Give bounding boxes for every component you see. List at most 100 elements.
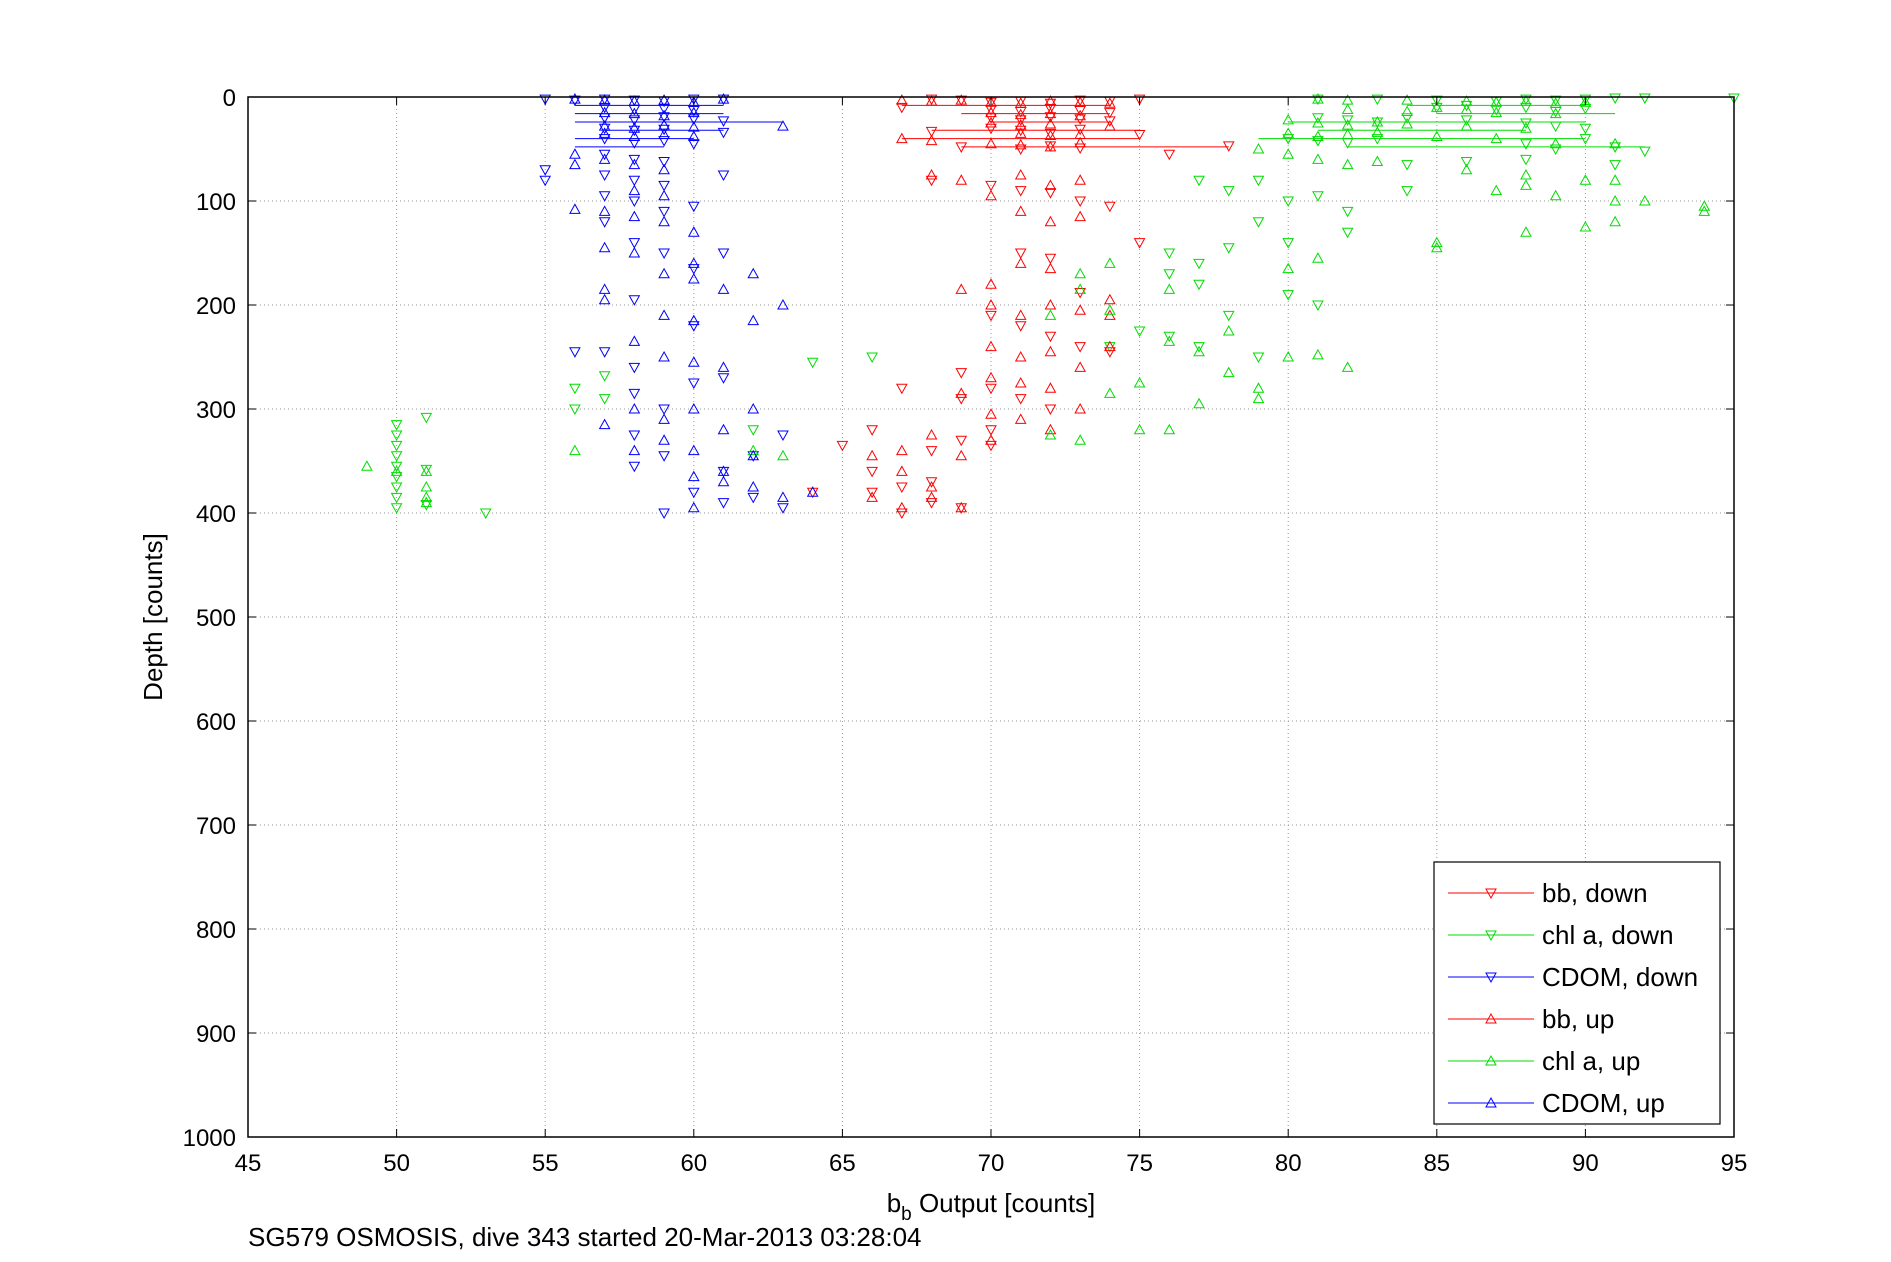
data-point [1014, 168, 1027, 180]
data-point [1014, 413, 1027, 424]
data-point [390, 420, 403, 431]
data-point [1074, 361, 1087, 372]
data-point [747, 444, 760, 456]
data-point [1460, 163, 1473, 175]
data-point [687, 257, 700, 268]
data-point [628, 388, 641, 400]
data-point [1193, 279, 1205, 291]
legend-entry: chl a, up [1542, 1046, 1640, 1076]
data-point [717, 283, 730, 294]
data-point [866, 487, 878, 499]
data-point [1401, 113, 1413, 124]
data-point [569, 383, 581, 395]
data-point [717, 361, 730, 372]
data-point [985, 96, 997, 107]
data-point [390, 472, 403, 483]
data-point [1222, 243, 1235, 254]
data-point [1104, 387, 1116, 398]
data-point [658, 350, 670, 362]
x-tick-label: 70 [978, 1150, 1005, 1177]
data-point [1014, 321, 1027, 332]
data-point [1371, 126, 1384, 137]
data-point [1044, 298, 1057, 310]
data-point [658, 215, 670, 227]
data-point [895, 465, 908, 476]
data-point [1490, 104, 1503, 116]
data-point [390, 461, 403, 473]
data-point [598, 347, 611, 358]
data-point [658, 413, 670, 424]
data-point [628, 246, 641, 258]
data-point [1074, 95, 1087, 107]
data-point [1341, 206, 1354, 218]
data-point [1401, 94, 1413, 105]
data-point [628, 184, 641, 196]
data-point [1074, 196, 1087, 208]
data-point [390, 492, 403, 504]
data-point [1312, 348, 1324, 360]
data-point [1282, 196, 1295, 208]
data-point [1549, 95, 1562, 107]
data-point [1163, 248, 1176, 260]
data-point [717, 248, 730, 260]
data-point [1074, 136, 1087, 148]
data-point [777, 503, 789, 514]
data-point [539, 165, 552, 176]
data-point [658, 163, 670, 175]
data-point [628, 130, 641, 142]
y-axis-label: Depth [counts] [138, 533, 168, 701]
x-tick-label: 85 [1423, 1150, 1450, 1177]
data-point [925, 95, 938, 106]
data-point [1044, 128, 1057, 140]
data-point [598, 191, 611, 202]
data-point [628, 444, 641, 456]
data-point [895, 94, 908, 105]
data-point [1044, 382, 1057, 393]
data-point [687, 201, 700, 213]
x-tick-label: 45 [235, 1150, 262, 1177]
data-point [687, 470, 700, 482]
data-point [628, 125, 641, 137]
data-point [1638, 93, 1651, 105]
data-point [1104, 309, 1116, 320]
y-tick-label: 400 [196, 501, 236, 528]
data-point [1252, 392, 1265, 404]
data-point [1222, 310, 1235, 322]
data-point [687, 94, 700, 106]
data-point [747, 480, 760, 492]
data-point [1014, 394, 1027, 405]
data-point [777, 120, 789, 131]
data-point [658, 508, 670, 520]
data-point [1282, 148, 1295, 159]
data-point [687, 96, 700, 107]
data-point [985, 113, 997, 124]
data-point [1044, 404, 1057, 416]
data-point [1312, 136, 1324, 147]
data-point [420, 465, 433, 476]
data-point [985, 408, 997, 419]
data-point [598, 123, 611, 135]
data-point [628, 295, 641, 306]
data-point [1074, 143, 1087, 154]
data-point [1193, 258, 1205, 270]
data-point [1014, 186, 1027, 197]
data-point [717, 498, 730, 509]
data-point [985, 123, 997, 135]
data-point [569, 95, 581, 107]
data-point [985, 340, 997, 352]
x-tick-label: 50 [383, 1150, 410, 1177]
legend: bb, down chl a, down CDOM, down bb, up chl a… [1433, 861, 1721, 1125]
data-point [1252, 217, 1265, 228]
y-tick-label: 500 [196, 605, 236, 632]
data-point [598, 127, 611, 138]
data-point [687, 487, 700, 499]
data-point [390, 465, 403, 476]
series-3 [866, 94, 1116, 513]
data-point [747, 492, 760, 504]
data-point [717, 116, 730, 127]
y-tick-label: 700 [196, 813, 236, 840]
data-point [1044, 309, 1057, 320]
data-point [895, 482, 908, 494]
data-point [658, 309, 670, 320]
data-point [1044, 345, 1057, 357]
